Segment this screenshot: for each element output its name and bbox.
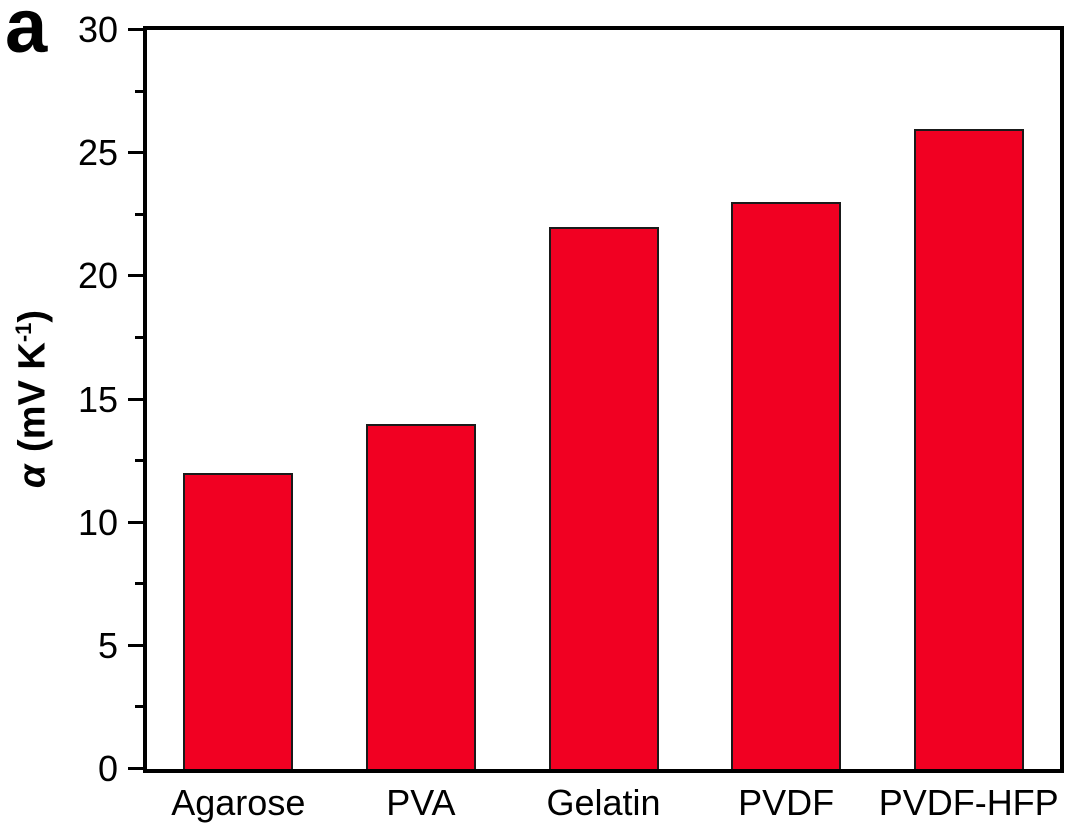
- y-major-tick: [128, 643, 143, 647]
- y-minor-tick: [135, 582, 143, 586]
- y-major-tick: [128, 274, 143, 278]
- y-minor-tick: [135, 335, 143, 339]
- y-axis-unit-exponent: -1: [10, 322, 36, 343]
- x-category-label: PVDF-HFP: [878, 782, 1059, 823]
- x-category-label: Gelatin: [546, 782, 661, 823]
- y-minor-tick: [135, 212, 143, 216]
- plot-area: [143, 26, 1064, 773]
- bar-Agarose: [183, 473, 294, 769]
- y-tick-label: 25: [77, 132, 118, 174]
- x-category-label: PVA: [386, 782, 456, 823]
- y-major-tick: [128, 767, 143, 770]
- y-tick-label: 0: [97, 748, 118, 789]
- x-category-label: PVDF: [738, 782, 835, 823]
- x-category-label: Agarose: [171, 782, 306, 823]
- y-major-tick: [128, 151, 143, 155]
- y-minor-tick: [135, 459, 143, 463]
- y-minor-tick: [135, 89, 143, 93]
- y-major-tick: [128, 520, 143, 524]
- y-axis-unit-close-paren: ): [11, 309, 54, 323]
- y-tick-label: 10: [77, 501, 118, 543]
- bar-Gelatin: [548, 227, 659, 769]
- y-minor-tick: [135, 705, 143, 709]
- bar-PVA: [365, 424, 476, 769]
- y-major-tick: [128, 397, 143, 401]
- y-tick-label: 30: [77, 9, 118, 50]
- y-axis-alpha-symbol: α: [11, 464, 54, 489]
- bar-PVDF-HFP: [913, 128, 1024, 769]
- y-tick-label: 20: [77, 255, 118, 297]
- panel-label: a: [5, 0, 48, 69]
- bar-PVDF: [731, 202, 842, 769]
- y-tick-label: 15: [77, 378, 118, 420]
- y-major-tick: [128, 28, 143, 31]
- y-tick-label: 5: [97, 624, 118, 666]
